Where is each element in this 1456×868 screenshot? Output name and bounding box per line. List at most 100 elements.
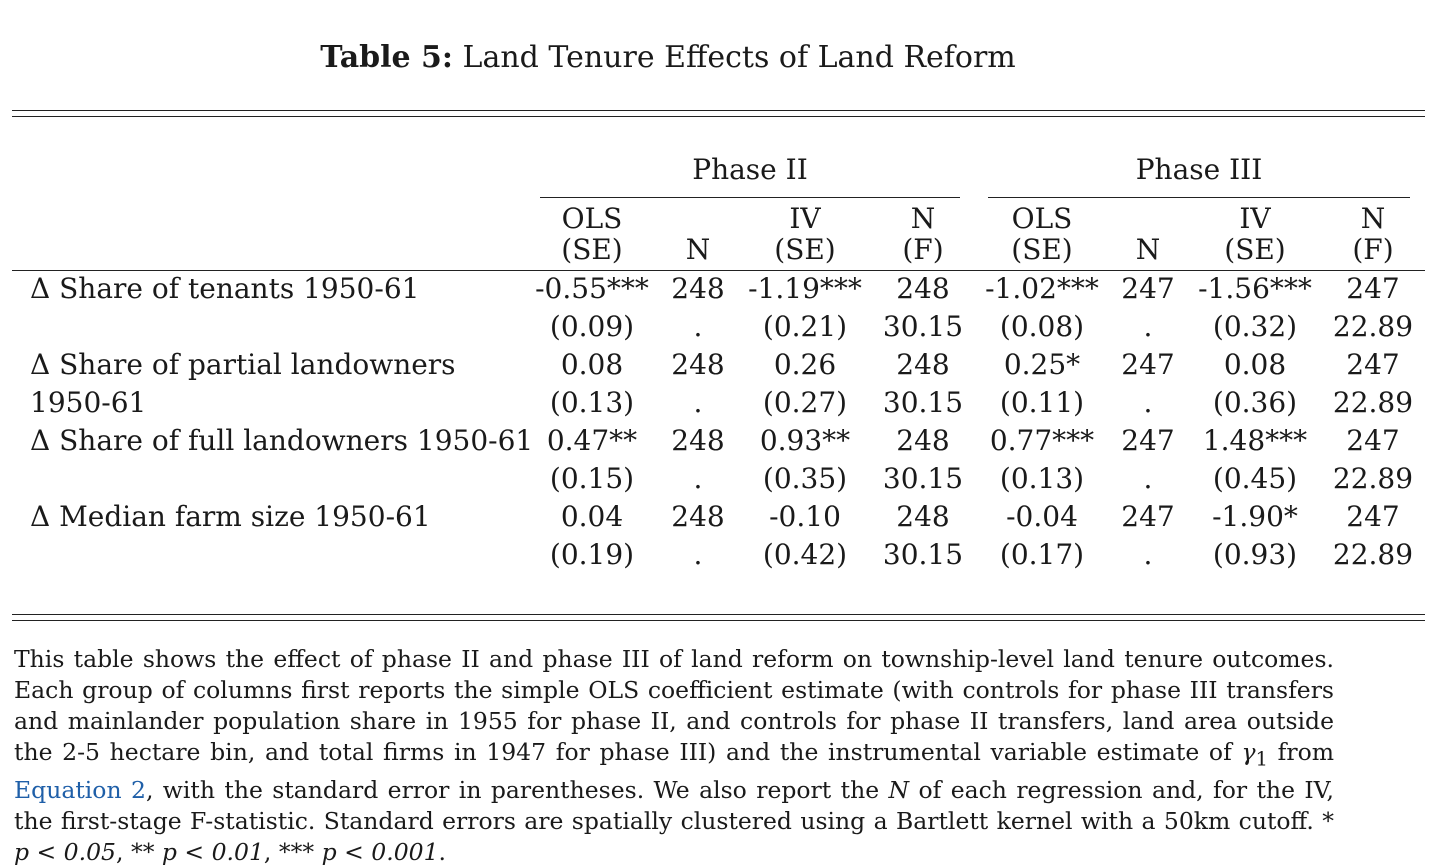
table-cell-estimate: 248	[671, 424, 725, 457]
header-rule	[12, 270, 1425, 271]
table-cell-se: 22.89	[1332, 386, 1414, 419]
note-p2: p < 0.01	[161, 837, 264, 866]
table-cell-se: (0.27)	[762, 386, 848, 419]
table-cell-se: 30.15	[882, 310, 964, 343]
table-cell-estimate: 247	[1121, 348, 1175, 381]
table-cell-estimate: -1.90*	[1212, 500, 1298, 533]
table-cell-se: (0.11)	[999, 386, 1085, 419]
table-cell-se: .	[693, 538, 703, 571]
note-n: N	[888, 775, 910, 804]
table-cell-se: 30.15	[882, 462, 964, 495]
table-cell-se: 30.15	[882, 538, 964, 571]
table-cell-se: (0.21)	[762, 310, 848, 343]
column-header-line2: (SE)	[1224, 233, 1286, 266]
group-header: Phase II	[692, 153, 808, 186]
table-cell-se: .	[693, 310, 703, 343]
note-gamma-sub: 1	[1255, 747, 1268, 771]
table-cell-se: (0.32)	[1212, 310, 1298, 343]
note-text-5: , **	[116, 837, 162, 866]
table-cell-estimate: 1.48***	[1202, 424, 1308, 457]
note-gamma: γ	[1241, 738, 1256, 766]
table-cell-estimate: 0.47**	[546, 424, 638, 457]
column-header-line1: IV	[789, 202, 821, 235]
table-cell-se: (0.93)	[1212, 538, 1298, 571]
column-header-line2: N	[685, 233, 711, 266]
table-cell-estimate: -0.55***	[535, 272, 649, 305]
group-header: Phase III	[1135, 153, 1263, 186]
table-cell-estimate: -0.04	[1006, 500, 1078, 533]
table-cell-se: (0.45)	[1212, 462, 1298, 495]
table-cell-se: (0.35)	[762, 462, 848, 495]
column-header-line2: (F)	[902, 233, 944, 266]
table-cell-se: (0.42)	[762, 538, 848, 571]
top-rule-2	[12, 116, 1425, 117]
table-cell-se: (0.13)	[549, 386, 635, 419]
table-cell-se: (0.08)	[999, 310, 1085, 343]
table-cell-estimate: 247	[1346, 348, 1400, 381]
top-rule	[12, 110, 1425, 111]
table-cell-estimate: 0.77***	[989, 424, 1095, 457]
table-cell-se: 22.89	[1332, 310, 1414, 343]
equation-link[interactable]: Equation 2	[14, 775, 146, 804]
table-cell-estimate: 247	[1121, 500, 1175, 533]
table-cell-estimate: 248	[896, 424, 950, 457]
bottom-rule	[12, 614, 1425, 615]
column-header-line1: OLS	[1011, 202, 1073, 235]
table-cell-se: (0.15)	[549, 462, 635, 495]
column-header-line2: N	[1135, 233, 1161, 266]
table-cell-se: (0.09)	[549, 310, 635, 343]
row-label: Δ Share of partial landowners	[30, 348, 456, 381]
table-cell-estimate: 0.93**	[759, 424, 851, 457]
row-label: Δ Median farm size 1950-61	[30, 500, 431, 533]
table-cell-estimate: -0.10	[769, 500, 841, 533]
table-cell-estimate: 247	[1346, 500, 1400, 533]
row-label: Δ Share of tenants 1950-61	[30, 272, 420, 305]
table-cell-se: .	[1143, 538, 1153, 571]
table-cell-se: (0.19)	[549, 538, 635, 571]
column-header-line2: (SE)	[1011, 233, 1073, 266]
group-rule	[988, 197, 1410, 198]
table-cell-se: .	[1143, 462, 1153, 495]
table-caption: Table 5: Land Tenure Effects of Land Ref…	[0, 40, 1336, 75]
column-header-line1: N	[910, 202, 936, 235]
table-cell-estimate: -1.56***	[1198, 272, 1312, 305]
table-cell-se: .	[1143, 310, 1153, 343]
note-text-4: of each regression and, for the IV, the …	[14, 775, 1334, 835]
table-cell-estimate: 0.08	[560, 348, 624, 381]
column-header-line1: OLS	[561, 202, 623, 235]
table-cell-estimate: 247	[1121, 272, 1175, 305]
table-cell-estimate: 248	[671, 272, 725, 305]
note-text-2: from	[1267, 738, 1334, 766]
table-cell-se: .	[1143, 386, 1153, 419]
table-cell-estimate: 247	[1121, 424, 1175, 457]
table-cell-estimate: 247	[1346, 272, 1400, 305]
table-cell-estimate: 248	[896, 272, 950, 305]
table-cell-estimate: 248	[671, 348, 725, 381]
table-cell-se: (0.17)	[999, 538, 1085, 571]
column-header-line2: (F)	[1352, 233, 1394, 266]
table-cell-se: 22.89	[1332, 462, 1414, 495]
table-title: Land Tenure Effects of Land Reform	[462, 40, 1016, 75]
note-p1: p < 0.05	[14, 837, 116, 866]
table-cell-estimate: 0.08	[1223, 348, 1287, 381]
table-cell-se: (0.13)	[999, 462, 1085, 495]
table-note: This table shows the effect of phase II …	[14, 644, 1334, 868]
table-cell-estimate: -1.19***	[748, 272, 862, 305]
table-cell-se: (0.36)	[1212, 386, 1298, 419]
bottom-rule-2	[12, 620, 1425, 621]
table-cell-se: 30.15	[882, 386, 964, 419]
group-rule	[540, 197, 960, 198]
column-header-line2: (SE)	[561, 233, 623, 266]
table-cell-estimate: 0.04	[560, 500, 624, 533]
column-header-line1: IV	[1239, 202, 1271, 235]
table-cell-estimate: 248	[896, 500, 950, 533]
row-label: Δ Share of full landowners 1950-61	[30, 424, 534, 457]
table-cell-estimate: 248	[896, 348, 950, 381]
row-label-cont: 1950-61	[30, 386, 147, 419]
table-cell-estimate: 0.26	[773, 348, 837, 381]
table-cell-se: 22.89	[1332, 538, 1414, 571]
table-cell-estimate: -1.02***	[985, 272, 1099, 305]
note-text-3: , with the standard error in parentheses…	[145, 775, 889, 804]
table-cell-se: .	[693, 462, 703, 495]
note-p3: p < 0.001	[321, 837, 439, 866]
